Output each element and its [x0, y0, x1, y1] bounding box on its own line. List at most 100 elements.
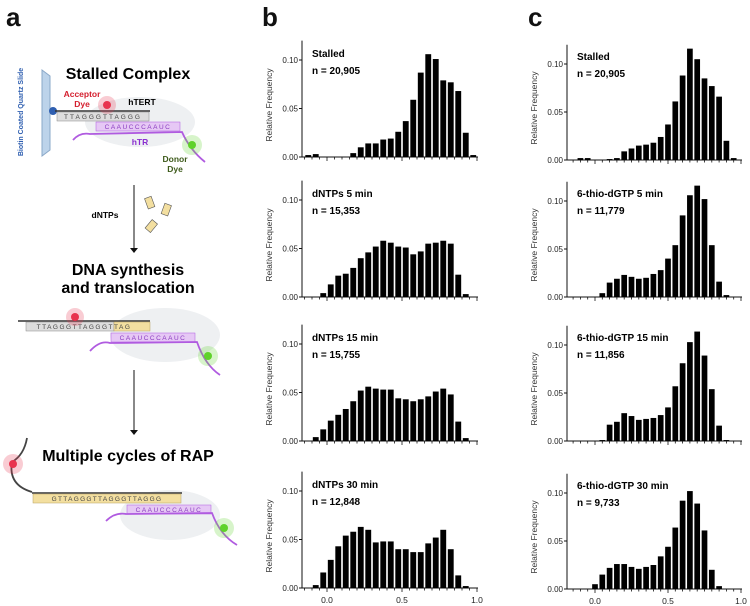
y-tick-label: 0.00	[547, 437, 563, 446]
histogram-bar	[621, 151, 628, 160]
histogram-bar	[462, 586, 469, 588]
panel-label-c: c	[528, 2, 543, 32]
y-tick-label: 0.10	[282, 487, 298, 496]
sample-size-label: n = 9,733	[577, 498, 620, 509]
htert-label: hTERT	[128, 97, 156, 107]
sample-size-label: n = 11,856	[577, 350, 625, 361]
histogram-bar	[650, 273, 657, 297]
histogram-bar	[708, 245, 715, 297]
histogram-bar	[320, 429, 327, 441]
histogram-bar	[320, 572, 327, 588]
y-tick-label: 0.05	[547, 245, 563, 254]
histogram-bar	[657, 556, 664, 589]
histogram-bar	[357, 390, 364, 441]
arrow-head-1-icon	[130, 248, 138, 253]
nucleotide-icons	[144, 195, 172, 233]
slide-label: Biotin Coated Quartz Slide	[18, 68, 25, 156]
histogram-bar	[350, 531, 357, 588]
histogram-bar	[708, 86, 715, 160]
y-axis-label: Relative Frequency	[264, 499, 274, 573]
histogram-bar	[614, 564, 620, 589]
stage2-title-line1: DNA synthesis	[72, 262, 184, 279]
histogram-bar	[665, 258, 671, 297]
histogram-bar	[672, 527, 679, 589]
y-tick-label: 0.10	[547, 197, 563, 206]
chart-title: Stalled	[312, 49, 345, 60]
histogram-bar	[425, 243, 432, 297]
histogram-bar	[672, 101, 679, 160]
histogram-bar	[417, 399, 424, 441]
histogram-bar	[621, 564, 628, 589]
histogram-bar	[380, 389, 387, 441]
histogram-bar	[643, 566, 649, 589]
acceptor-dye-icon	[103, 101, 111, 109]
histogram-bar	[350, 153, 357, 157]
histogram-bar	[342, 535, 349, 588]
histogram-bar	[687, 491, 693, 589]
sample-size-label: n = 20,905	[312, 66, 361, 77]
telomerase-schematic: Stalled Complex Biotin Coated Quartz Sli…	[3, 66, 238, 546]
histogram-bar	[410, 401, 417, 441]
rna-template-2: CAAUCCCAAUC	[120, 335, 187, 342]
histogram-bar	[679, 500, 686, 589]
histogram-bar	[357, 526, 364, 588]
histogram-bar	[628, 566, 635, 589]
histogram-bar	[432, 391, 439, 441]
histogram-bar	[387, 242, 394, 297]
histogram-bar	[312, 154, 319, 157]
histogram-c-2: 0.00 0.05 0.10 Relative Frequency 6-thio-dGT…	[529, 181, 742, 302]
histogram-bar	[455, 421, 462, 441]
y-tick-label: 0.00	[282, 584, 298, 593]
histogram-bar	[387, 138, 394, 157]
histogram-bar	[716, 586, 722, 589]
y-axis-label: Relative Frequency	[529, 208, 539, 282]
histogram-bar	[635, 145, 642, 160]
histogram-bar	[432, 537, 439, 588]
histogram-b-4: 0.00 0.05 0.10 0.0 0.5 1.0 Relative Frequency d…	[264, 471, 483, 605]
y-tick-label: 0.10	[547, 341, 563, 350]
histogram-bar	[723, 140, 730, 160]
histogram-bar	[312, 437, 319, 441]
histogram-bar	[643, 144, 649, 160]
histogram-bar	[440, 529, 447, 588]
histogram-bar	[606, 424, 613, 441]
histogram-bar	[425, 396, 432, 441]
histogram-bar	[687, 195, 693, 297]
dna-sequence-1: TTAGGGTTAGGG	[64, 114, 142, 121]
quartz-slide-icon	[41, 69, 51, 157]
histogram-bar	[365, 143, 372, 157]
histogram-bar	[470, 155, 477, 157]
histogram-bar	[395, 246, 402, 297]
histogram-bar	[606, 282, 613, 297]
x-tick-label: 0.5	[396, 595, 408, 605]
histogram-bar	[614, 278, 620, 297]
histogram-bar	[410, 254, 417, 297]
y-axis-label: Relative Frequency	[529, 71, 539, 145]
histogram-bar	[584, 158, 591, 160]
histogram-bar	[372, 143, 379, 157]
histogram-bar	[635, 568, 642, 589]
histogram-bar	[650, 565, 657, 589]
histogram-bar	[425, 543, 432, 588]
panel-label-a: a	[6, 2, 21, 32]
dna-sequence-2: TTAGGGTTAGGGTTAG	[37, 324, 132, 331]
histogram-bar	[335, 414, 342, 441]
y-tick-label: 0.05	[282, 105, 298, 114]
histogram-bar	[599, 293, 606, 297]
histogram-bar	[694, 59, 701, 161]
histogram-bar	[621, 274, 628, 297]
chart-title: dNTPs 5 min	[312, 189, 373, 200]
histogram-bar	[447, 243, 454, 297]
histogram-bar	[335, 546, 342, 588]
histogram-bar	[694, 503, 701, 589]
chart-title: 6-thio-dGTP 15 min	[577, 333, 669, 344]
histogram-bar	[380, 541, 387, 588]
y-tick-label: 0.00	[547, 156, 563, 165]
y-tick-label: 0.10	[282, 56, 298, 65]
histogram-bar	[672, 245, 679, 297]
histogram-bar	[716, 281, 722, 297]
histogram-bar	[365, 252, 372, 297]
histogram-bar	[380, 240, 387, 297]
histogram-bar	[672, 386, 679, 441]
